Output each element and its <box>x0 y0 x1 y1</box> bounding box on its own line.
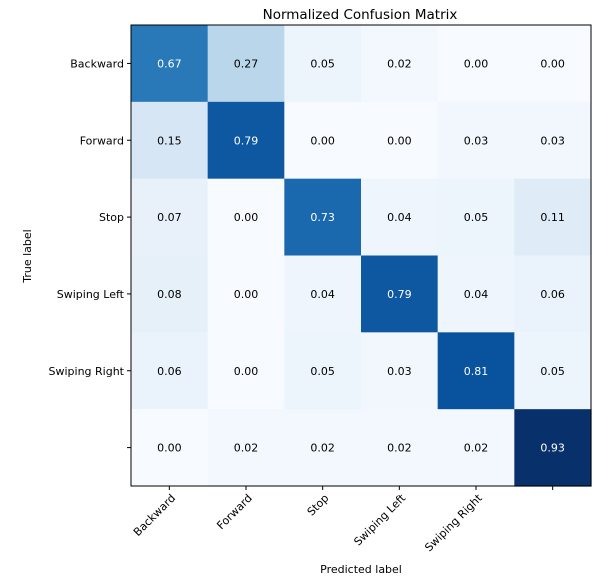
cell-value-label: 0.04 <box>464 288 489 301</box>
heatmap-cell <box>361 178 439 257</box>
cell-value-label: 0.79 <box>234 134 259 147</box>
cell-value-label: 0.81 <box>464 365 489 378</box>
cell-value-label: 0.03 <box>387 365 412 378</box>
cell-value-labels: 0.67 0.27 0.05 0.02 0.00 0.00 0.15 0.79 0.00 0.00… <box>157 57 565 454</box>
cell-value-label: 0.03 <box>540 134 565 147</box>
cell-value-label: 0.27 <box>234 57 259 70</box>
heatmap-cell <box>207 101 285 180</box>
y-tick-label: Backward <box>70 57 124 70</box>
x-tick-label: Backward <box>131 492 178 539</box>
x-tick-label: Swiping Left <box>351 491 408 548</box>
cell-value-label: 0.06 <box>157 365 182 378</box>
heatmap-cell <box>131 178 209 257</box>
y-tick-label: Swiping Left <box>57 288 125 301</box>
heatmap-cell <box>284 101 362 180</box>
cell-value-label: 0.03 <box>464 134 489 147</box>
heatmap-cell <box>207 332 285 410</box>
heatmap-cell <box>207 178 285 257</box>
heatmap-cell <box>207 255 285 333</box>
heatmap-cell <box>131 25 209 103</box>
x-tick-label: Swiping Right <box>422 491 485 554</box>
heatmap-cell <box>514 409 592 487</box>
plot-frame <box>130 24 592 487</box>
cell-value-label: 0.04 <box>310 288 335 301</box>
y-tick-label: Swiping Right <box>49 365 125 378</box>
chart-title: Normalized Confusion Matrix <box>263 7 458 23</box>
cell-value-label: 0.11 <box>540 211 565 224</box>
heatmap-cell <box>437 255 515 333</box>
heatmap-cell <box>514 255 592 333</box>
cell-value-label: 0.05 <box>540 365 565 378</box>
cell-value-label: 0.00 <box>234 288 259 301</box>
cell-value-label: 0.00 <box>234 211 259 224</box>
heatmap-cell <box>514 332 592 410</box>
heatmap-cell <box>437 409 515 487</box>
heatmap-cell <box>284 255 362 333</box>
heatmap-cell <box>361 409 439 487</box>
heatmap-cell <box>131 101 209 180</box>
heatmap-cell <box>361 101 439 180</box>
y-axis-label: True label <box>21 229 34 283</box>
cell-value-label: 0.00 <box>387 134 412 147</box>
cell-value-label: 0.02 <box>234 442 259 455</box>
heatmap-cell <box>437 101 515 180</box>
y-tick-label: Stop <box>99 211 124 224</box>
cell-value-label: 0.73 <box>310 211 335 224</box>
x-tick-label: Forward <box>214 492 254 532</box>
cell-value-label: 0.00 <box>234 365 259 378</box>
cell-value-label: 0.00 <box>540 57 565 70</box>
heatmap-cell <box>514 101 592 180</box>
cell-value-label: 0.06 <box>540 288 565 301</box>
cell-value-label: 0.67 <box>157 57 182 70</box>
heatmap-cell <box>131 332 209 410</box>
cell-value-label: 0.79 <box>387 288 412 301</box>
cell-value-label: 0.93 <box>540 442 565 455</box>
y-axis-ticks: Backward Forward Stop Swiping Left Swiping R… <box>49 57 131 449</box>
x-tick-label: Stop <box>305 492 332 519</box>
cell-value-label: 0.00 <box>464 57 489 70</box>
heatmap-cell <box>437 332 515 410</box>
x-axis-ticks: Backward Forward Stop Swiping Left Swiping R… <box>131 486 554 554</box>
heatmap-cell <box>361 332 439 410</box>
heatmap-cell <box>514 178 592 257</box>
heatmap-cell <box>284 409 362 487</box>
heatmap-cells <box>131 25 592 487</box>
cell-value-label: 0.05 <box>310 365 335 378</box>
y-tick-label: Forward <box>80 134 124 147</box>
cell-value-label: 0.02 <box>387 57 412 70</box>
heatmap-cell <box>361 25 439 103</box>
heatmap-cell <box>437 178 515 257</box>
x-axis-label: Predicted label <box>320 563 402 576</box>
heatmap-cell <box>514 25 592 103</box>
heatmap-cell <box>284 25 362 103</box>
cell-value-label: 0.08 <box>157 288 182 301</box>
cell-value-label: 0.04 <box>387 211 412 224</box>
cell-value-label: 0.00 <box>310 134 335 147</box>
heatmap-cell <box>131 255 209 333</box>
cell-value-label: 0.07 <box>157 211 182 224</box>
heatmap-cell <box>207 409 285 487</box>
heatmap-cell <box>284 178 362 257</box>
heatmap-cell <box>284 332 362 410</box>
cell-value-label: 0.05 <box>310 57 335 70</box>
heatmap-cell <box>361 255 439 333</box>
heatmap-cell <box>437 25 515 103</box>
cell-value-label: 0.02 <box>310 442 335 455</box>
cell-value-label: 0.02 <box>387 442 412 455</box>
cell-value-label: 0.05 <box>464 211 489 224</box>
heatmap-cell <box>131 409 209 487</box>
cell-value-label: 0.02 <box>464 442 489 455</box>
cell-value-label: 0.00 <box>157 442 182 455</box>
cell-value-label: 0.15 <box>157 134 182 147</box>
heatmap-cell <box>207 25 285 103</box>
